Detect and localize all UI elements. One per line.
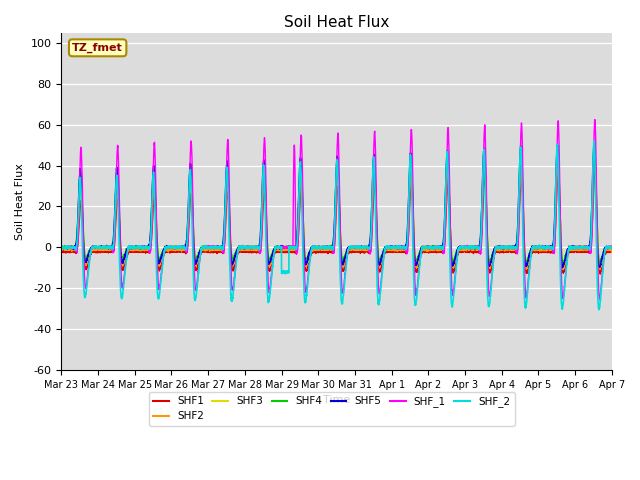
SHF1 [58, 249, 65, 254]
SHF5 [590, 140, 598, 145]
Line: SHF2: SHF2 [61, 161, 612, 269]
SHF_1 [607, 245, 615, 251]
SHF2 [156, 261, 164, 267]
SHF4 [429, 245, 437, 251]
SHF5 [460, 245, 468, 251]
SHF2 [607, 248, 615, 254]
SHF1 [596, 271, 604, 276]
Y-axis label: Soil Heat Flux: Soil Heat Flux [15, 163, 25, 240]
SHF1 [608, 247, 616, 253]
SHF1 [429, 248, 437, 254]
SHF_1 [608, 244, 616, 250]
SHF_2 [156, 285, 164, 290]
SHF4 [591, 141, 598, 147]
SHF1 [156, 265, 164, 271]
SHF_1 [596, 296, 604, 301]
SHF4 [607, 245, 615, 251]
SHF_2 [58, 245, 65, 251]
SHF2 [58, 246, 65, 252]
SHF2 [559, 266, 566, 272]
SHF_1 [58, 244, 65, 250]
SHF4 [608, 245, 616, 251]
SHF_2 [492, 247, 499, 252]
SHF_2 [595, 307, 603, 312]
SHF5 [607, 244, 615, 250]
SHF_2 [316, 244, 324, 250]
SHF1 [316, 248, 324, 254]
SHF3 [429, 245, 437, 251]
Text: TZ_fmet: TZ_fmet [72, 43, 123, 53]
SHF_2 [607, 244, 615, 250]
SHF4 [156, 254, 164, 260]
Line: SHF1: SHF1 [61, 169, 612, 274]
X-axis label: Time: Time [323, 396, 350, 405]
SHF3 [156, 256, 164, 262]
Legend: SHF1, SHF2, SHF3, SHF4, SHF5, SHF_1, SHF_2: SHF1, SHF2, SHF3, SHF4, SHF5, SHF_1, SHF… [149, 392, 515, 426]
SHF4 [58, 244, 65, 250]
SHF4 [492, 244, 499, 250]
SHF5 [559, 265, 566, 271]
SHF_2 [590, 138, 598, 144]
SHF3 [316, 244, 324, 250]
SHF3 [608, 246, 616, 252]
SHF_2 [429, 244, 437, 250]
SHF2 [460, 247, 468, 253]
SHF5 [58, 245, 65, 251]
SHF3 [607, 246, 615, 252]
SHF5 [429, 245, 437, 251]
Line: SHF4: SHF4 [61, 144, 612, 264]
SHF_1 [156, 282, 164, 288]
SHF2 [591, 158, 598, 164]
SHF1 [460, 249, 468, 254]
Line: SHF_1: SHF_1 [61, 120, 612, 299]
SHF2 [429, 247, 437, 253]
SHF4 [460, 244, 468, 250]
SHF3 [591, 149, 598, 155]
SHF2 [608, 245, 616, 251]
SHF5 [608, 245, 616, 251]
SHF1 [591, 167, 599, 172]
SHF2 [316, 247, 324, 253]
Line: SHF3: SHF3 [61, 152, 612, 264]
SHF_2 [460, 245, 468, 251]
SHF4 [596, 261, 604, 267]
SHF3 [460, 245, 468, 251]
Line: SHF5: SHF5 [61, 143, 612, 268]
SHF_2 [608, 244, 616, 250]
SHF3 [58, 244, 65, 250]
SHF_1 [460, 245, 468, 251]
SHF_1 [492, 249, 499, 254]
SHF4 [316, 244, 324, 250]
Title: Soil Heat Flux: Soil Heat Flux [284, 15, 389, 30]
SHF2 [492, 248, 499, 253]
SHF5 [156, 256, 164, 262]
SHF1 [492, 250, 499, 255]
SHF5 [316, 246, 324, 252]
SHF3 [596, 262, 604, 267]
SHF_1 [316, 245, 324, 251]
SHF_1 [591, 117, 598, 122]
SHF_1 [429, 244, 437, 250]
SHF1 [607, 248, 615, 253]
SHF3 [492, 245, 499, 251]
Line: SHF_2: SHF_2 [61, 141, 612, 310]
SHF5 [492, 246, 499, 252]
